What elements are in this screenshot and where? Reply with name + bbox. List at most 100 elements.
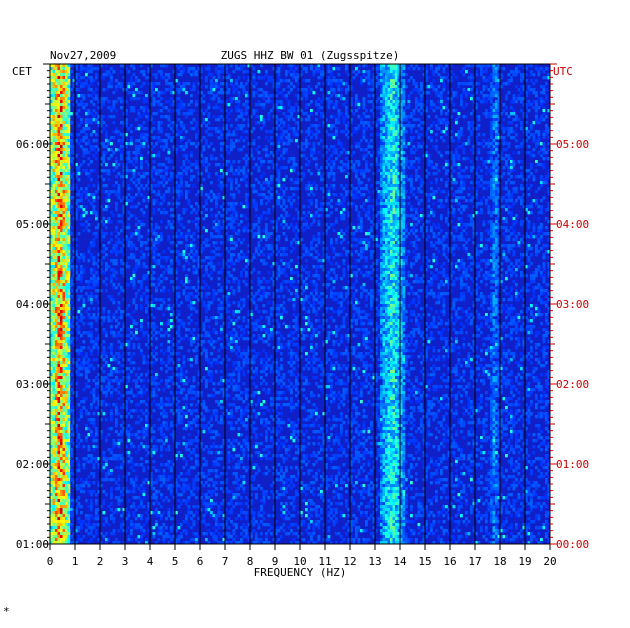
heatmap-cell xyxy=(317,64,321,68)
heatmap-cell xyxy=(540,103,543,107)
heatmap-cell xyxy=(502,67,506,71)
heatmap-cell xyxy=(475,157,478,161)
heatmap-cell xyxy=(390,112,393,116)
chart-title-station: ZUGS HHZ BW 01 (Zugsspitze) xyxy=(221,49,400,62)
heatmap-cell xyxy=(475,127,478,131)
heatmap-cell xyxy=(80,82,83,86)
heatmap-cell xyxy=(282,94,286,98)
heatmap-cell xyxy=(122,124,126,128)
heatmap-cell xyxy=(480,67,483,71)
heatmap-cell xyxy=(257,232,261,236)
heatmap-cell xyxy=(480,178,483,182)
heatmap-cell xyxy=(147,145,151,149)
heatmap-cell xyxy=(382,175,386,179)
heatmap-cell xyxy=(387,205,391,209)
heatmap-cell xyxy=(230,181,233,185)
heatmap-cell xyxy=(537,121,541,125)
heatmap-cell xyxy=(390,220,393,224)
heatmap-cell xyxy=(217,130,221,134)
heatmap-cell xyxy=(450,154,453,158)
heatmap-cell xyxy=(355,127,358,131)
heatmap-cell xyxy=(167,136,171,140)
heatmap-cell xyxy=(397,226,401,230)
heatmap-cell xyxy=(245,202,248,206)
heatmap-cell xyxy=(192,67,196,71)
heatmap-cell xyxy=(490,172,493,176)
heatmap-cell xyxy=(62,133,66,137)
heatmap-cell xyxy=(52,109,56,113)
heatmap-cell xyxy=(370,127,373,131)
heatmap-cell xyxy=(272,205,276,209)
heatmap-cell xyxy=(305,130,308,134)
heatmap-cell xyxy=(512,190,516,194)
heatmap-cell xyxy=(67,148,71,152)
heatmap-cell xyxy=(342,214,346,218)
heatmap-cell xyxy=(297,127,301,131)
heatmap-cell xyxy=(345,229,348,233)
heatmap-cell xyxy=(65,82,68,86)
heatmap-cell xyxy=(460,97,463,101)
heatmap-cell xyxy=(395,157,398,161)
heatmap-cell xyxy=(380,112,383,116)
heatmap-cell xyxy=(507,91,511,95)
heatmap-cell xyxy=(382,127,386,131)
heatmap-cell xyxy=(535,121,538,125)
heatmap-cell xyxy=(357,223,361,227)
heatmap-cell xyxy=(52,100,56,104)
heatmap-cell xyxy=(265,136,268,140)
heatmap-cell xyxy=(442,130,446,134)
heatmap-cell xyxy=(235,118,238,122)
heatmap-cell xyxy=(125,124,128,128)
heatmap-cell xyxy=(72,172,76,176)
heatmap-cell xyxy=(75,154,78,158)
heatmap-cell xyxy=(537,73,541,77)
heatmap-cell xyxy=(482,163,486,167)
heatmap-cell xyxy=(227,208,231,212)
heatmap-cell xyxy=(317,220,321,224)
heatmap-cell xyxy=(215,130,218,134)
heatmap-cell xyxy=(67,169,71,173)
heatmap-cell xyxy=(205,160,208,164)
heatmap-cell xyxy=(290,169,293,173)
heatmap-cell xyxy=(200,187,203,191)
heatmap-cell xyxy=(142,121,146,125)
heatmap-cell xyxy=(97,226,101,230)
heatmap-cell xyxy=(362,124,366,128)
heatmap-cell xyxy=(57,133,61,137)
heatmap-cell xyxy=(252,202,256,206)
heatmap-cell xyxy=(267,208,271,212)
heatmap-cell xyxy=(430,226,433,230)
heatmap-cell xyxy=(340,130,343,134)
heatmap-cell xyxy=(52,151,56,155)
heatmap-cell xyxy=(210,133,213,137)
heatmap-cell xyxy=(350,166,353,170)
heatmap-cell xyxy=(62,217,66,221)
heatmap-cell xyxy=(57,199,61,203)
heatmap-cell xyxy=(505,127,508,131)
heatmap-cell xyxy=(485,100,488,104)
heatmap-cell xyxy=(327,100,331,104)
heatmap-cell xyxy=(50,199,53,203)
heatmap-cell xyxy=(197,217,201,221)
heatmap-cell xyxy=(230,223,233,227)
heatmap-cell xyxy=(60,76,63,80)
heatmap-cell xyxy=(275,100,278,104)
heatmap-cell xyxy=(172,136,176,140)
heatmap-cell xyxy=(105,199,108,203)
heatmap-cell xyxy=(535,169,538,173)
heatmap-cell xyxy=(537,142,541,146)
heatmap-cell xyxy=(150,226,153,230)
heatmap-cell xyxy=(497,109,501,113)
heatmap-cell xyxy=(265,130,268,134)
heatmap-cell xyxy=(62,103,66,107)
heatmap-cell xyxy=(310,151,313,155)
heatmap-cell xyxy=(57,169,61,173)
heatmap-cell xyxy=(410,163,413,167)
heatmap-cell xyxy=(307,79,311,83)
heatmap-cell xyxy=(502,217,506,221)
heatmap-cell xyxy=(495,172,498,176)
heatmap-cell xyxy=(260,202,263,206)
heatmap-cell xyxy=(537,106,541,110)
heatmap-cell xyxy=(470,94,473,98)
heatmap-cell xyxy=(57,235,61,239)
